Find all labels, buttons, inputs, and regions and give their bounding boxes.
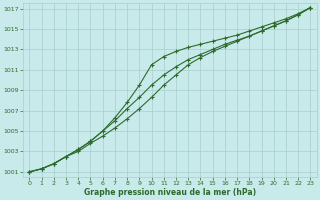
X-axis label: Graphe pression niveau de la mer (hPa): Graphe pression niveau de la mer (hPa) [84,188,256,197]
